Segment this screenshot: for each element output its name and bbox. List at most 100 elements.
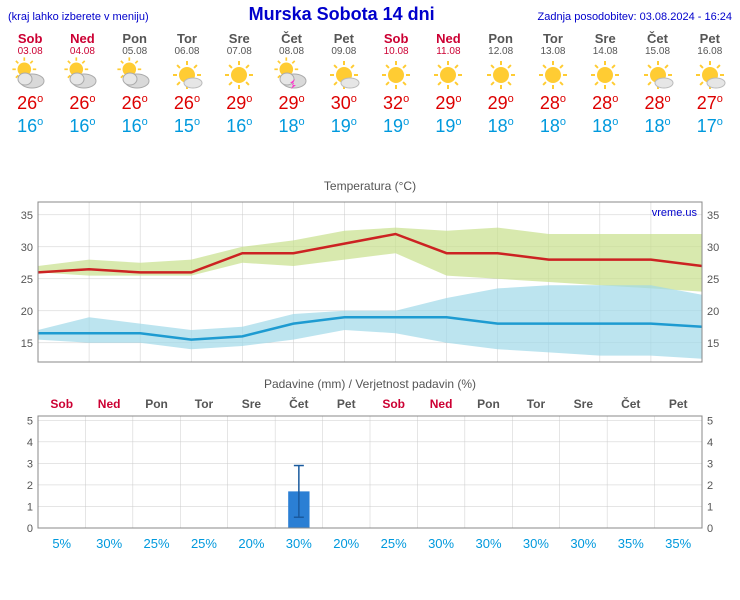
precip-probability: 30% — [465, 536, 512, 551]
temp-high: 28o — [527, 93, 579, 114]
temp-high: 30o — [318, 93, 370, 114]
temp-low: 17o — [684, 116, 736, 137]
day-column: Čet08.0829o18o — [265, 31, 317, 137]
day-column: Sre07.0829o16o — [213, 31, 265, 137]
weather-icon — [4, 57, 56, 93]
day-date: 08.08 — [265, 46, 317, 57]
last-updated: Zadnja posodobitev: 03.08.2024 - 16:24 — [538, 11, 732, 23]
svg-text:2: 2 — [707, 480, 713, 492]
temp-low: 15o — [161, 116, 213, 137]
day-date: 15.08 — [631, 46, 683, 57]
svg-text:3: 3 — [707, 458, 713, 470]
day-date: 11.08 — [422, 46, 474, 57]
svg-text:35: 35 — [707, 210, 719, 222]
temp-high: 26o — [161, 93, 213, 114]
svg-text:15: 15 — [707, 338, 719, 350]
weather-icon — [579, 57, 631, 93]
menu-hint: (kraj lahko izberete v meniju) — [8, 11, 149, 23]
weather-icon — [684, 57, 736, 93]
precip-chart: 001122334455 — [8, 411, 732, 536]
temp-low: 19o — [370, 116, 422, 137]
svg-text:35: 35 — [21, 210, 33, 222]
precip-probability: 5% — [38, 536, 85, 551]
temp-low: 19o — [318, 116, 370, 137]
temp-low: 18o — [265, 116, 317, 137]
temp-low: 18o — [631, 116, 683, 137]
temp-low: 16o — [4, 116, 56, 137]
forecast-strip: Sob03.0826o16oNed04.0826o16oPon05.0826o1… — [0, 29, 740, 139]
day-name: Sre — [579, 31, 631, 46]
temp-high: 26o — [56, 93, 108, 114]
svg-text:30: 30 — [707, 242, 719, 254]
svg-text:20: 20 — [707, 306, 719, 318]
temp-low: 18o — [527, 116, 579, 137]
precip-day-labels: SobNedPonTorSreČetPetSobNedPonTorSreČetP… — [8, 397, 732, 411]
weather-icon — [161, 57, 213, 93]
precip-day-label: Čet — [607, 397, 654, 411]
temp-high: 29o — [475, 93, 527, 114]
precip-day-label: Pet — [654, 397, 701, 411]
temp-high: 28o — [631, 93, 683, 114]
precip-day-label: Sre — [228, 397, 275, 411]
weather-icon — [475, 57, 527, 93]
precip-day-label: Sre — [560, 397, 607, 411]
day-name: Ned — [56, 31, 108, 46]
weather-icon — [265, 57, 317, 93]
header: (kraj lahko izberete v meniju) Murska So… — [0, 0, 740, 29]
temp-chart-title: Temperatura (°C) — [8, 179, 732, 193]
day-date: 09.08 — [318, 46, 370, 57]
precip-day-label: Pon — [133, 397, 180, 411]
day-column: Tor06.0826o15o — [161, 31, 213, 137]
precip-day-label: Ned — [85, 397, 132, 411]
day-date: 14.08 — [579, 46, 631, 57]
precip-probability: 30% — [275, 536, 322, 551]
day-column: Sob03.0826o16o — [4, 31, 56, 137]
svg-text:25: 25 — [21, 274, 33, 286]
day-date: 05.08 — [109, 46, 161, 57]
day-name: Čet — [265, 31, 317, 46]
day-column: Pet09.0830o19o — [318, 31, 370, 137]
precip-probability: 20% — [323, 536, 370, 551]
svg-text:4: 4 — [707, 437, 713, 449]
svg-text:25: 25 — [707, 274, 719, 286]
weather-icon — [631, 57, 683, 93]
precip-probability: 30% — [560, 536, 607, 551]
svg-text:1: 1 — [707, 501, 713, 513]
svg-text:0: 0 — [707, 523, 713, 535]
precip-probability: 20% — [228, 536, 275, 551]
svg-text:vreme.us: vreme.us — [652, 207, 698, 219]
temp-low: 19o — [422, 116, 474, 137]
day-name: Sre — [213, 31, 265, 46]
temp-low: 18o — [579, 116, 631, 137]
precip-chart-title: Padavine (mm) / Verjetnost padavin (%) — [8, 377, 732, 391]
precip-day-label: Tor — [512, 397, 559, 411]
precip-probability: 25% — [180, 536, 227, 551]
day-name: Pon — [109, 31, 161, 46]
svg-text:20: 20 — [21, 306, 33, 318]
day-column: Tor13.08 28o18o — [527, 31, 579, 137]
precip-probability: 25% — [133, 536, 180, 551]
day-column: Pon12.0829o18o — [475, 31, 527, 137]
weather-icon — [109, 57, 161, 93]
precip-probability: 30% — [85, 536, 132, 551]
weather-icon — [527, 57, 579, 93]
day-name: Pon — [475, 31, 527, 46]
temperature-chart: 15152020252530303535vreme.us — [8, 197, 732, 367]
day-date: 13.08 — [527, 46, 579, 57]
precip-day-label: Čet — [275, 397, 322, 411]
svg-text:2: 2 — [27, 480, 33, 492]
day-column: Čet15.0828o18o — [631, 31, 683, 137]
day-date: 16.08 — [684, 46, 736, 57]
temp-low: 16o — [56, 116, 108, 137]
precip-probability: 25% — [370, 536, 417, 551]
day-name: Tor — [527, 31, 579, 46]
precip-day-label: Sob — [38, 397, 85, 411]
precip-probability: 35% — [654, 536, 701, 551]
day-date: 10.08 — [370, 46, 422, 57]
temp-low: 16o — [213, 116, 265, 137]
precip-prob-row: 5%30%25%25%20%30%20%25%30%30%30%30%35%35… — [8, 536, 732, 551]
precip-day-label: Pet — [323, 397, 370, 411]
day-column: Pet16.0827o17o — [684, 31, 736, 137]
day-column: Ned11.0829o19o — [422, 31, 474, 137]
precip-chart-block: Padavine (mm) / Verjetnost padavin (%) S… — [0, 377, 740, 551]
